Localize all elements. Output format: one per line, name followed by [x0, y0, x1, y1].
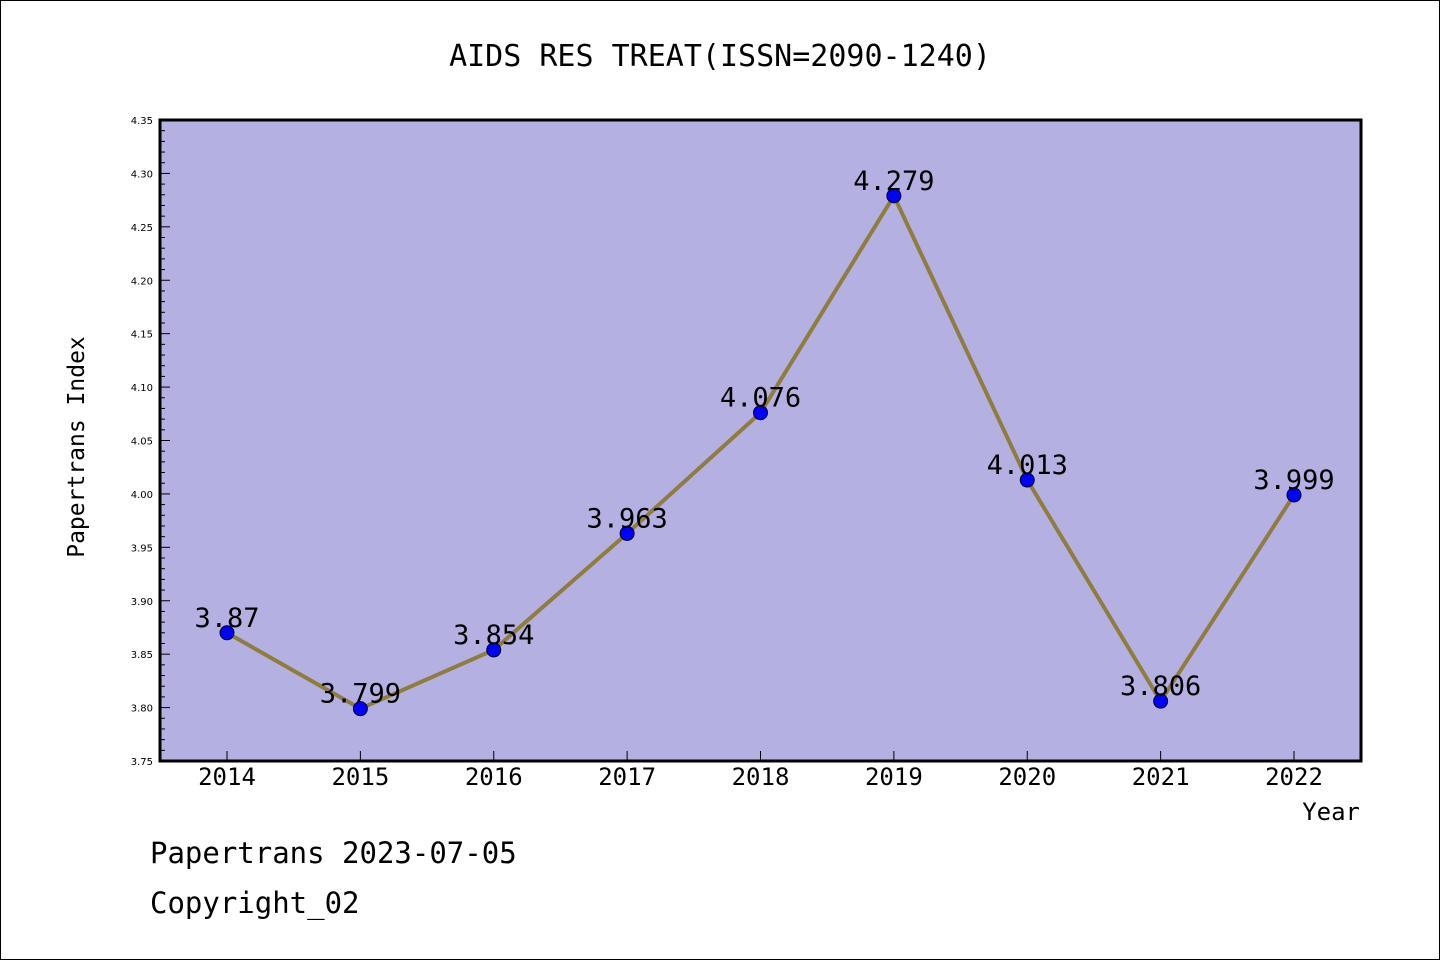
- x-tick-label: 2015: [331, 763, 389, 791]
- x-tick-label: 2019: [865, 763, 923, 791]
- data-label: 4.013: [987, 450, 1068, 481]
- y-axis-label: Papertrans Index: [64, 336, 90, 558]
- x-tick-label: 2014: [198, 763, 256, 791]
- y-tick-label: 4.00: [131, 490, 153, 501]
- y-tick-label: 3.85: [131, 650, 153, 661]
- x-tick-label: 2021: [1132, 763, 1190, 791]
- x-tick-label: 2017: [598, 763, 656, 791]
- y-tick-label: 4.25: [131, 223, 153, 234]
- data-point-marker: [1019, 472, 1035, 488]
- y-tick-label: 3.75: [131, 757, 153, 768]
- x-tick-label: 2022: [1265, 763, 1323, 791]
- data-label: 4.076: [720, 383, 801, 414]
- data-label: 3.999: [1253, 465, 1334, 496]
- data-label: 3.854: [453, 620, 534, 651]
- data-label: 4.279: [853, 166, 934, 197]
- data-point-marker: [1286, 487, 1302, 503]
- y-tick-label: 4.05: [131, 437, 153, 448]
- y-tick-label: 4.35: [131, 116, 153, 127]
- y-tick-label: 3.80: [131, 704, 153, 715]
- data-point-marker: [753, 405, 768, 421]
- data-label: 3.799: [320, 679, 401, 710]
- chart-title: AIDS RES TREAT(ISSN=2090-1240): [449, 39, 991, 74]
- y-tick-label: 3.95: [131, 543, 153, 554]
- data-label: 3.806: [1120, 671, 1201, 702]
- x-axis: 2014 2015 2016 2017 2018 2019 2020 2021 2022: [198, 751, 1323, 791]
- x-axis-label: Year: [1302, 798, 1360, 826]
- footer-date-text: Papertrans 2023-07-05: [150, 836, 517, 870]
- footer-copyright-text: Copyright_02: [150, 886, 360, 920]
- y-tick-label: 4.10: [131, 383, 153, 394]
- data-labels-group: 3.87 3.799 3.854 3.963 4.076 4.279 4.013 3.806 3…: [194, 166, 1334, 710]
- data-label: 3.87: [194, 603, 259, 634]
- y-tick-label: 3.90: [131, 597, 153, 608]
- y-tick-label: 4.30: [131, 169, 153, 180]
- data-point-marker: [219, 625, 235, 641]
- data-point-marker: [619, 525, 635, 541]
- markers-group: [219, 188, 1302, 717]
- y-tick-label: 4.20: [131, 276, 153, 287]
- y-tick-label: 4.15: [131, 330, 153, 341]
- plot-border: [158, 118, 1363, 763]
- data-point-marker: [352, 701, 368, 717]
- x-tick-label: 2016: [465, 763, 523, 791]
- x-tick-label: 2020: [998, 763, 1056, 791]
- data-point-marker: [1153, 693, 1169, 709]
- plot-area: [160, 120, 1361, 761]
- x-tick-label: 2018: [732, 763, 790, 791]
- data-label: 3.963: [586, 503, 667, 534]
- data-point-marker: [886, 188, 902, 204]
- data-point-marker: [486, 642, 502, 658]
